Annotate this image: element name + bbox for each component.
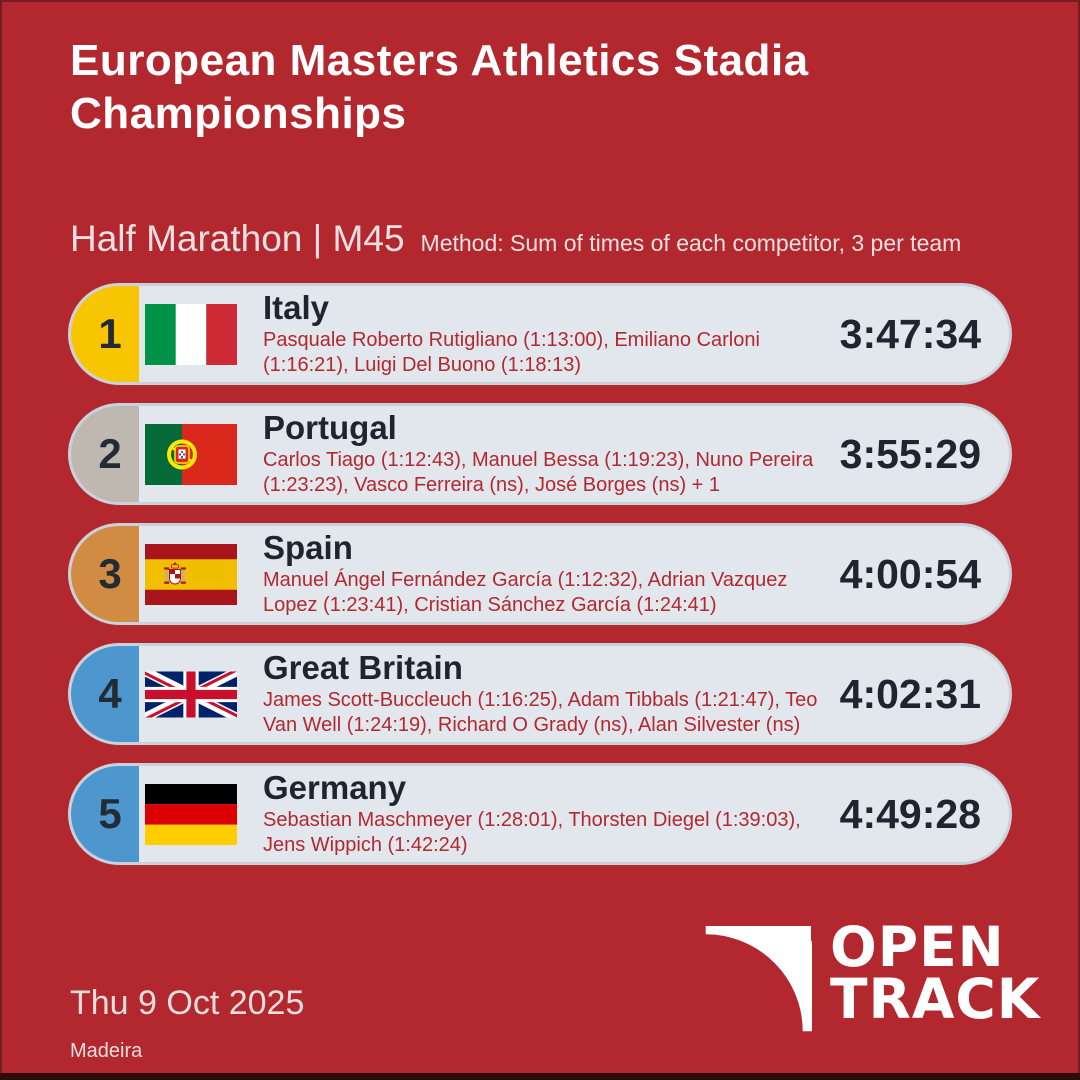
- result-row-5: 5 Germany Sebastian Maschmeyer (1:28:01)…: [68, 763, 1012, 865]
- team-info: Italy Pasquale Roberto Rutigliano (1:13:…: [263, 290, 840, 378]
- athlete-list: Carlos Tiago (1:12:43), Manuel Bessa (1:…: [263, 449, 814, 496]
- event-subtitle: Half Marathon | M45 Method: Sum of times…: [70, 218, 1030, 260]
- total-time: 3:47:34: [839, 310, 981, 357]
- logo-word-open: OPEN: [830, 915, 1005, 979]
- athlete-list: James Scott-Buccleuch (1:16:25), Adam Ti…: [263, 689, 818, 736]
- flag-germany-icon: [145, 783, 237, 845]
- result-row-3: 3 Spain Manuel Ángel Fernández García (1…: [68, 523, 1012, 625]
- opentrack-wordmark: OPEN TRACK: [830, 915, 1041, 1031]
- team-info: Spain Manuel Ángel Fernández García (1:1…: [263, 530, 840, 618]
- results-list: 1 Italy Pasquale Roberto Rutigliano (1:1…: [68, 283, 1012, 883]
- flag-great-britain-icon: [145, 664, 237, 725]
- event-name: Half Marathon | M45: [70, 218, 405, 259]
- page-title: European Masters Athletics Stadia Champi…: [70, 36, 809, 138]
- rank-badge: 4: [71, 646, 139, 742]
- athlete-list: Sebastian Maschmeyer (1:28:01), Thorsten…: [263, 809, 801, 856]
- result-row-1: 1 Italy Pasquale Roberto Rutigliano (1:1…: [68, 283, 1012, 385]
- logo-word-track: TRACK: [830, 967, 1041, 1031]
- country-name: Spain: [263, 529, 353, 566]
- total-time: 4:49:28: [839, 790, 981, 837]
- rank-badge: 2: [71, 406, 139, 502]
- country-name: Portugal: [263, 409, 397, 446]
- rank-badge: 5: [71, 766, 139, 862]
- athlete-list: Pasquale Roberto Rutigliano (1:13:00), E…: [263, 329, 760, 376]
- flag-spain-icon: [145, 543, 237, 605]
- rank-badge: 3: [71, 526, 139, 622]
- bottom-accent-bar: [0, 1073, 1080, 1080]
- total-time: 4:02:31: [839, 670, 981, 717]
- opentrack-logo: OPEN TRACK: [693, 920, 1049, 1046]
- country-name: Great Britain: [263, 649, 463, 686]
- result-row-4: 4 Great Britain James Scott-Buccleuch (1…: [68, 643, 1012, 745]
- event-date: Thu 9 Oct 2025: [70, 984, 305, 1022]
- team-info: Portugal Carlos Tiago (1:12:43), Manuel …: [263, 410, 840, 498]
- total-time: 3:55:29: [839, 430, 981, 477]
- total-time: 4:00:54: [839, 550, 981, 597]
- rank-badge: 1: [71, 286, 139, 382]
- opentrack-track-bend-icon: [705, 926, 812, 1032]
- flag-portugal-icon: [145, 423, 237, 485]
- result-row-2: 2 Portugal Carlos Tiago (1:12:43), Manue…: [68, 403, 1012, 505]
- team-info: Great Britain James Scott-Buccleuch (1:1…: [263, 650, 840, 738]
- scoring-method: Method: Sum of times of each competitor,…: [420, 230, 962, 256]
- athlete-list: Manuel Ángel Fernández García (1:12:32),…: [263, 569, 788, 616]
- event-location: Madeira: [70, 1040, 143, 1062]
- country-name: Italy: [263, 289, 330, 326]
- country-name: Germany: [263, 769, 407, 806]
- flag-italy-icon: [145, 303, 237, 365]
- team-info: Germany Sebastian Maschmeyer (1:28:01), …: [263, 770, 840, 858]
